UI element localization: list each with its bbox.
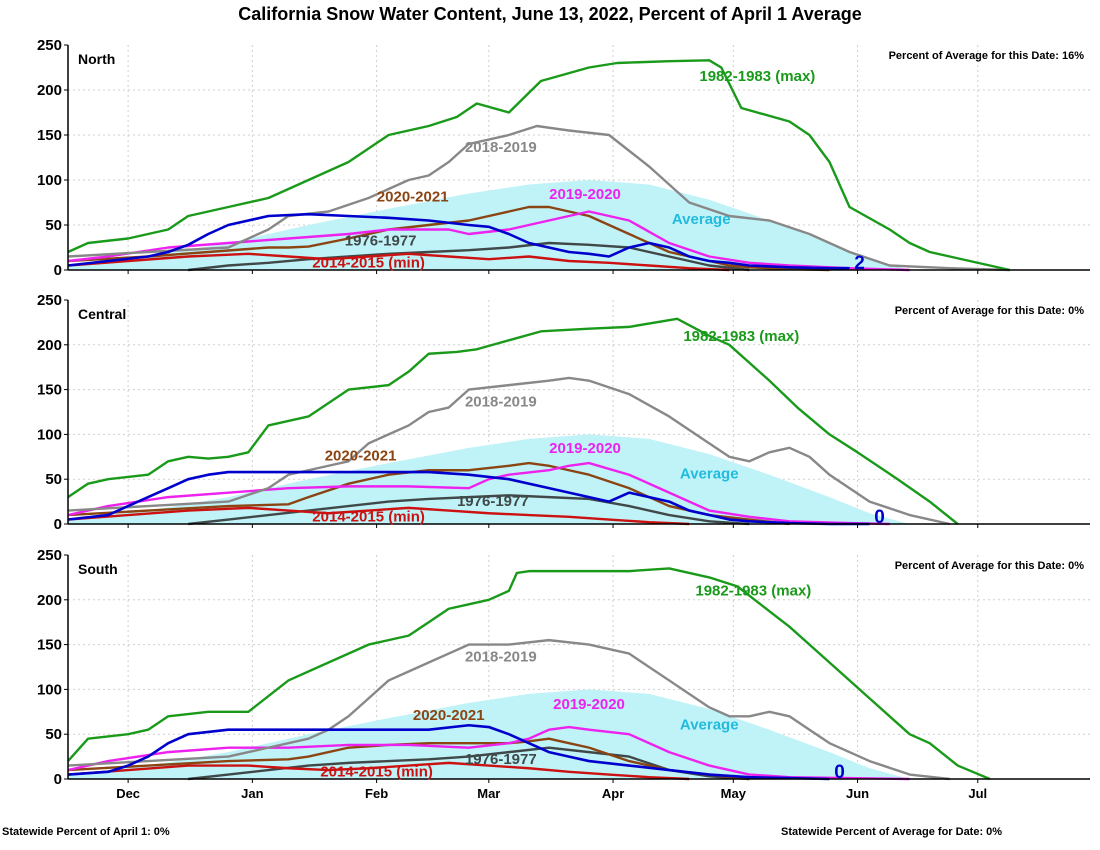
series-y2019 [67,725,910,781]
series-y2019 [67,461,890,526]
statewide-percent-average: Statewide Percent of Average for Date: 0… [781,826,1003,838]
y-tick-label: 0 [54,262,62,279]
series-min [67,761,690,781]
series-label-y1976: 1976-1977 [345,233,417,250]
x-tick-label: May [721,786,747,801]
series-max [67,317,959,525]
current-value-label: 0 [834,762,845,783]
percent-note: Percent of Average for this Date: 0% [895,305,1085,317]
series-min [67,506,690,526]
panel-north: 0 50 100 150 200 250 North Percent of Average f… [37,37,1090,279]
series-label-average_label: Average [680,717,739,734]
x-tick-label: Apr [602,786,624,801]
percent-note: Percent of Average for this Date: 16% [889,50,1085,62]
series-current [67,723,830,781]
series-label-y2020: 2020-2021 [325,447,397,464]
series-label-average_label: Average [680,465,739,482]
series-min [67,252,730,272]
y-tick-label: 0 [54,516,62,533]
y-tick-label: 100 [37,172,62,189]
series-y2020 [67,205,830,272]
percent-note: Percent of Average for this Date: 0% [895,560,1085,572]
y-tick-label: 200 [37,592,62,609]
y-tick-label: 250 [37,37,62,54]
y-tick-label: 150 [37,127,62,144]
series-y1976 [188,494,750,526]
series-label-y2020: 2020-2021 [413,707,485,724]
series-label-y2019: 2019-2020 [553,696,625,713]
y-tick-label: 100 [37,426,62,443]
series-max [67,567,991,781]
panel-central: 0 50 100 150 200 250 Central Percent of Average… [37,292,1090,533]
series-current [67,212,850,270]
average-area [68,689,910,779]
y-tick-label: 50 [45,471,62,488]
x-tick-label: Jul [968,786,987,801]
series-label-max: 1982-1983 (max) [683,328,799,345]
x-tick-label: Mar [477,786,500,801]
series-label-min: 2014-2015 (min) [312,508,425,525]
region-label: South [78,561,118,577]
current-value-label: 2 [854,253,865,274]
y-tick-label: 0 [54,771,62,788]
series-label-min: 2014-2015 (min) [320,763,433,780]
series-label-y2018: 2018-2019 [465,394,537,411]
statewide-percent-april1: Statewide Percent of April 1: 0% [2,826,170,838]
series-label-min: 2014-2015 (min) [312,254,425,271]
series-label-y1976: 1976-1977 [465,751,537,768]
series-label-y2019: 2019-2020 [549,186,621,203]
panel-south: 0 50 100 150 200 250 Dec Jan Feb Mar Apr May Jun Jul S… [37,547,1090,801]
y-tick-label: 250 [37,292,62,309]
series-y1976 [188,241,750,272]
y-tick-label: 150 [37,382,62,399]
series-label-average_label: Average [672,211,731,228]
x-tick-label: Jun [846,786,869,801]
y-tick-label: 150 [37,637,62,654]
series-y2020 [67,461,790,526]
y-tick-label: 50 [45,217,62,234]
region-label: Central [78,306,126,322]
series-label-y2018: 2018-2019 [465,649,537,666]
series-label-y2020: 2020-2021 [377,189,449,206]
chart-title: California Snow Water Content, June 13, … [238,4,862,24]
series-label-y2019: 2019-2020 [549,440,621,457]
series-label-y1976: 1976-1977 [457,493,529,510]
region-label: North [78,51,115,67]
y-tick-label: 50 [45,726,62,743]
series-label-max: 1982-1983 (max) [699,68,815,85]
x-tick-label: Feb [365,786,388,801]
y-tick-label: 250 [37,547,62,564]
series-y2020 [67,737,750,781]
series-label-max: 1982-1983 (max) [695,582,811,599]
series-y2018 [67,638,950,781]
x-tick-label: Dec [116,786,140,801]
current-value-label: 0 [874,507,885,528]
series-current [67,470,870,526]
y-tick-label: 100 [37,681,62,698]
y-tick-label: 200 [37,82,62,99]
series-max [67,59,1011,272]
x-tick-label: Jan [241,786,263,801]
y-tick-label: 200 [37,337,62,354]
series-label-y2018: 2018-2019 [465,139,537,156]
